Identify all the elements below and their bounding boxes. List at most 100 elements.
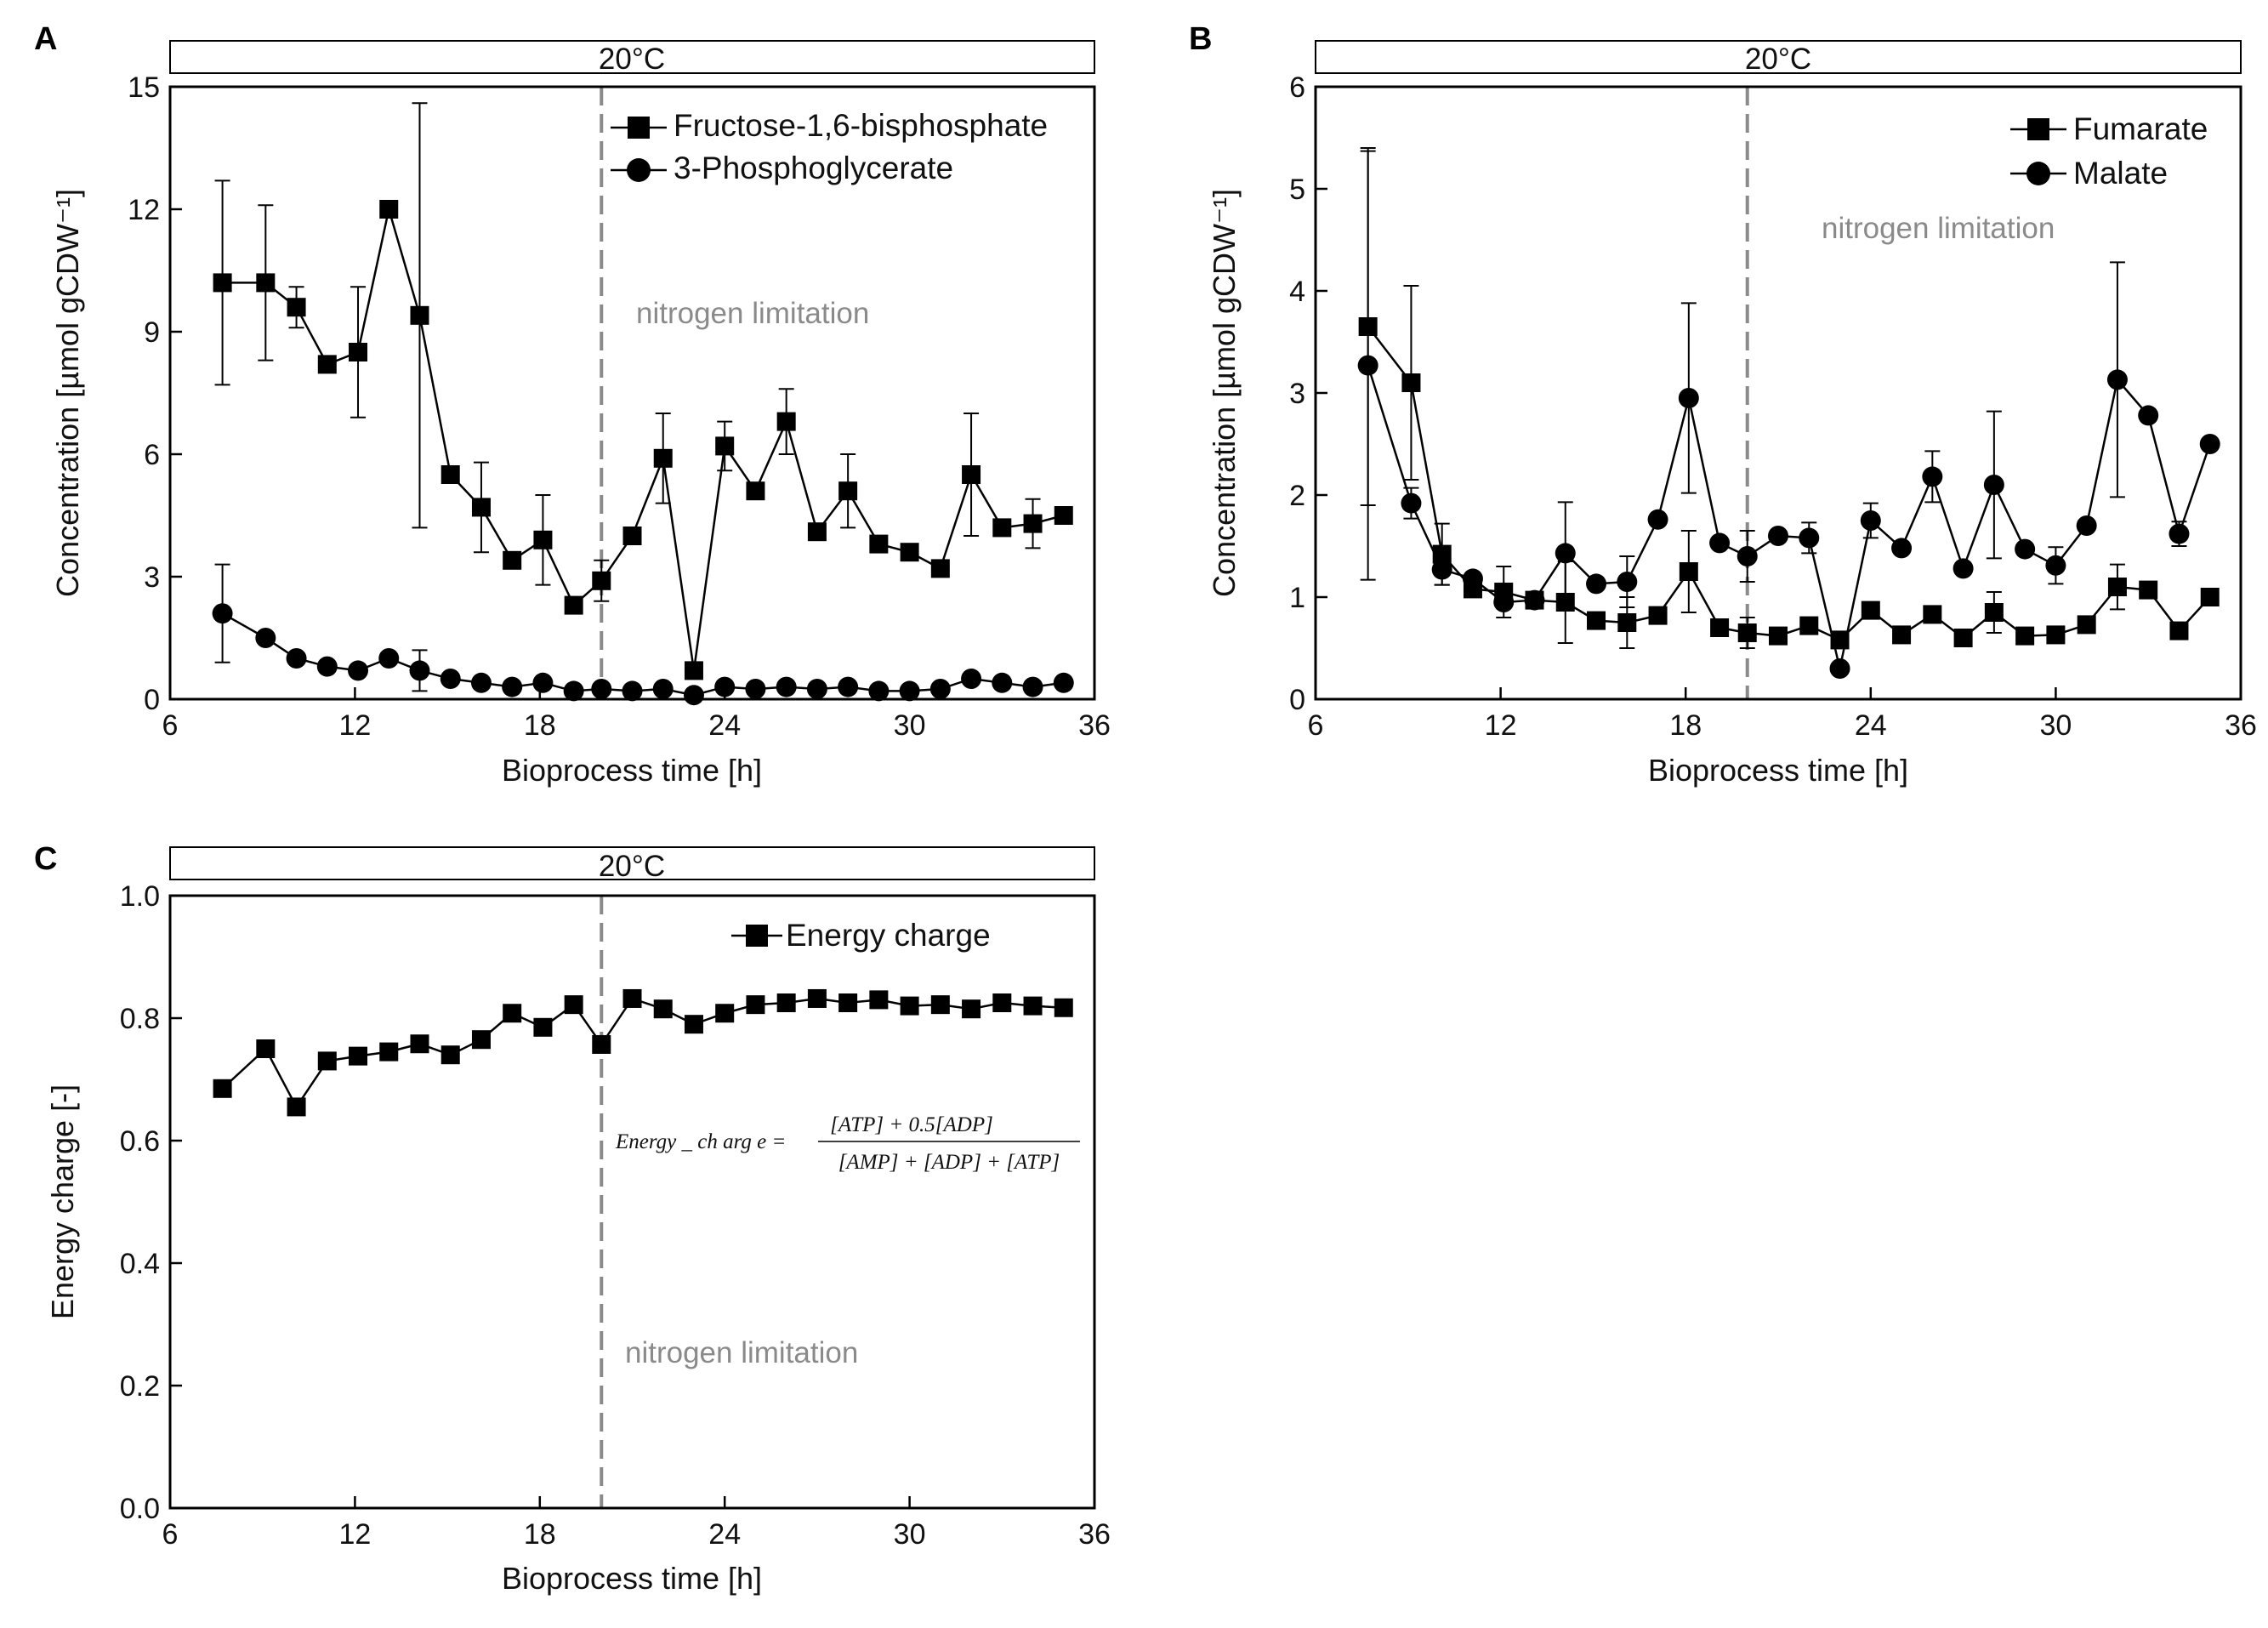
x-tick-label: 18: [1669, 709, 1702, 742]
data-point-fructose-1-6-bisphosphate: [564, 595, 583, 615]
data-point-malate: [2169, 523, 2190, 544]
data-point-energy-charge: [471, 1030, 491, 1050]
data-point-fructose-1-6-bisphosphate: [684, 661, 703, 680]
data-point-energy-charge: [838, 993, 858, 1012]
x-tick-label: 36: [1078, 1518, 1111, 1551]
data-point-3-phosphoglycerate: [212, 603, 233, 624]
data-point-malate: [1891, 538, 1913, 559]
data-point-3-phosphoglycerate: [563, 680, 584, 702]
data-point-fructose-1-6-bisphosphate: [379, 200, 399, 219]
data-point-energy-charge: [869, 990, 889, 1010]
data-point-energy-charge: [930, 995, 950, 1015]
data-point-fructose-1-6-bisphosphate: [807, 522, 827, 542]
y-tick-label: 1: [1289, 582, 1305, 614]
data-point-energy-charge: [807, 988, 827, 1008]
data-point-fructose-1-6-bisphosphate: [746, 481, 765, 501]
data-point-fumarate: [1923, 605, 1942, 624]
data-point-3-phosphoglycerate: [961, 669, 982, 689]
y-tick-label: 6: [144, 439, 160, 471]
y-tick-label: 0.8: [120, 1003, 160, 1035]
x-tick-label: 30: [894, 1518, 926, 1551]
panel-letter-a: A: [34, 21, 57, 57]
data-point-malate: [1922, 466, 1943, 487]
nitrogen-limitation-label-a: nitrogen limitation: [636, 297, 869, 330]
y-tick-label: 2: [1289, 480, 1305, 512]
data-point-energy-charge: [287, 1097, 306, 1117]
data-point-malate: [1647, 509, 1668, 530]
data-point-energy-charge: [564, 995, 583, 1015]
y-tick-label: 3: [144, 561, 160, 594]
formula-numerator: [ATP] + 0.5[ADP]: [830, 1113, 993, 1136]
data-point-fructose-1-6-bisphosphate: [869, 534, 889, 554]
data-point-fumarate: [2107, 578, 2127, 596]
y-tick-label: 0.4: [120, 1248, 160, 1280]
data-point-fructose-1-6-bisphosphate: [653, 448, 673, 468]
data-point-fumarate: [1953, 629, 1973, 647]
axis-ticks-c: 6 12 18 24 30 36 0.0 0.2 0.4 0.6 0.8 1.0: [120, 880, 1111, 1551]
x-axis-title-b: Bioprocess time [h]: [1648, 753, 1908, 788]
series-line-fructose-1-6-bisphosphate: [222, 208, 1065, 671]
data-point-3-phosphoglycerate: [255, 628, 276, 648]
x-tick-label: 6: [162, 1518, 179, 1551]
data-point-3-phosphoglycerate: [1022, 676, 1043, 697]
series-layer-c: [213, 988, 1073, 1117]
data-point-3-phosphoglycerate: [378, 648, 400, 669]
nitrogen-limitation-label-c: nitrogen limitation: [625, 1336, 858, 1369]
legend-marker-circle-a: [627, 158, 651, 182]
x-tick-label: 36: [2225, 709, 2257, 742]
data-point-malate: [1431, 559, 1452, 580]
data-point-energy-charge: [746, 995, 765, 1015]
data-point-fructose-1-6-bisphosphate: [410, 305, 429, 325]
y-tick-label: 12: [128, 194, 160, 226]
data-point-fumarate: [1648, 606, 1668, 625]
data-point-fructose-1-6-bisphosphate: [349, 343, 368, 361]
nitrogen-limitation-label-b: nitrogen limitation: [1822, 212, 2055, 245]
formula-lhs: Energy _ ch arg e =: [615, 1130, 786, 1153]
legend-marker-square-a: [628, 117, 650, 139]
x-tick-label: 12: [1485, 709, 1517, 742]
y-tick-label: 4: [1289, 276, 1305, 308]
data-point-energy-charge: [1054, 998, 1073, 1017]
data-point-malate: [1524, 589, 1545, 611]
data-point-energy-charge: [349, 1046, 368, 1066]
data-point-fumarate: [1769, 626, 1788, 646]
data-point-fumarate: [1861, 601, 1880, 620]
data-point-fumarate: [1984, 603, 2004, 622]
temperature-label-b: 20°C: [1745, 43, 1811, 76]
data-point-fumarate: [1679, 562, 1698, 581]
data-point-fructose-1-6-bisphosphate: [256, 273, 276, 293]
data-point-malate: [1678, 388, 1699, 408]
data-point-malate: [1953, 558, 1974, 579]
data-point-malate: [2106, 369, 2128, 390]
data-point-malate: [1586, 573, 1607, 595]
data-point-3-phosphoglycerate: [868, 680, 890, 702]
data-point-3-phosphoglycerate: [806, 679, 827, 699]
x-tick-label: 18: [524, 1518, 556, 1551]
plot-frame-b: [1314, 85, 2242, 701]
data-point-fructose-1-6-bisphosphate: [838, 481, 858, 501]
data-point-3-phosphoglycerate: [1053, 672, 1074, 693]
data-point-malate: [1983, 475, 2004, 495]
data-point-3-phosphoglycerate: [714, 676, 736, 697]
data-point-fructose-1-6-bisphosphate: [715, 436, 735, 456]
x-tick-label: 24: [1855, 709, 1887, 742]
x-tick-label: 24: [708, 709, 741, 742]
data-point-malate: [1555, 543, 1576, 564]
y-tick-label: 9: [144, 316, 160, 349]
data-point-energy-charge: [900, 996, 919, 1016]
energy-charge-formula: Energy _ ch arg e = [ATP] + 0.5[ADP] [AM…: [615, 1113, 1080, 1174]
data-point-3-phosphoglycerate: [409, 660, 430, 681]
data-point-fumarate: [2015, 626, 2035, 646]
data-point-malate: [1401, 492, 1422, 514]
data-point-fructose-1-6-bisphosphate: [930, 559, 950, 578]
data-point-fructose-1-6-bisphosphate: [503, 550, 522, 570]
y-axis-title-c: Energy charge [-]: [45, 1084, 80, 1319]
y-tick-label: 0.2: [120, 1370, 160, 1403]
data-point-3-phosphoglycerate: [899, 680, 920, 702]
legend-label-fumarate: Fumarate: [2073, 111, 2208, 146]
data-point-fructose-1-6-bisphosphate: [287, 298, 306, 317]
